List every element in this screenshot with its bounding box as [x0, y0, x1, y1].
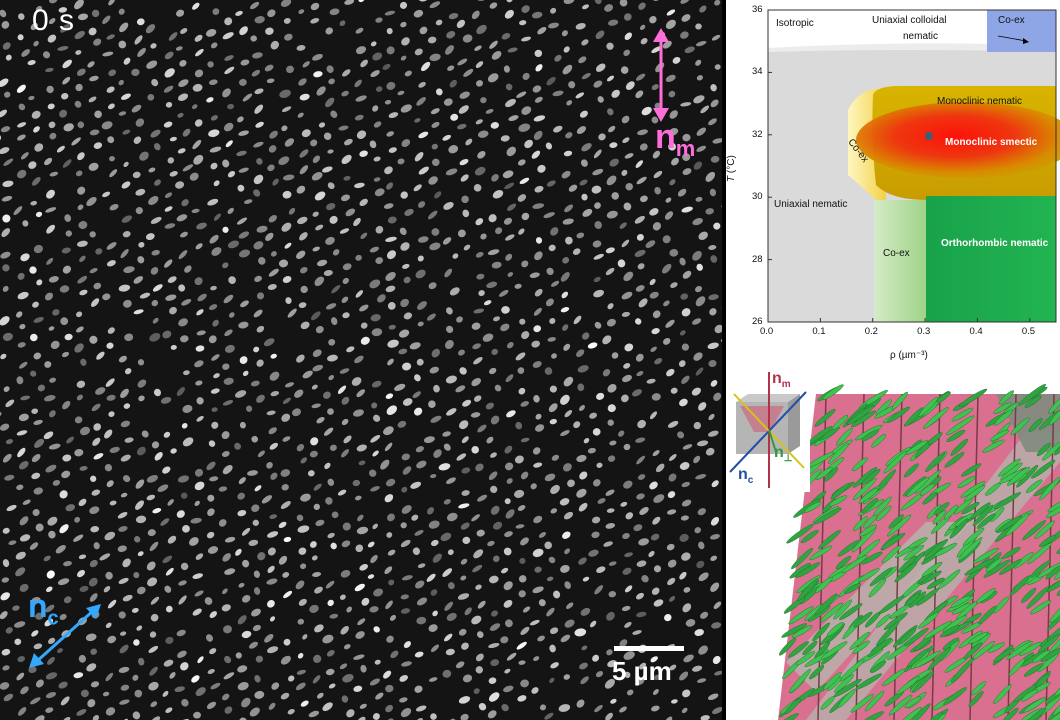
monoclinic-smectic-region	[856, 102, 1060, 178]
y-tick-label: 26	[752, 316, 763, 327]
phase-diagram-plot	[767, 9, 1060, 323]
phase-diagram: Isotropic Uniaxial colloidal nematic Co-…	[726, 0, 1060, 372]
x-axis-title: ρ (µm⁻³)	[890, 350, 928, 361]
label-uniaxial-nematic: Uniaxial nematic	[774, 199, 848, 210]
rod-particles	[777, 384, 1060, 720]
inset-director-perp	[768, 429, 777, 453]
simulation-render	[726, 372, 1060, 720]
x-tick-label: 0.3	[917, 326, 931, 337]
particle-field	[0, 0, 722, 720]
microscopy-image	[0, 0, 722, 720]
y-tick-label: 32	[752, 128, 763, 140]
coex-green-region	[874, 200, 926, 322]
director-c-arrow	[34, 608, 96, 664]
panel-divider	[722, 0, 726, 720]
coex-blue-region	[987, 10, 1056, 52]
label-monoclinic-nematic: Monoclinic nematic	[937, 96, 1023, 107]
x-tick-label: 0.4	[969, 326, 983, 337]
orthorhombic-nematic-region	[926, 196, 1056, 322]
label-monoclinic-smectic: Monoclinic smectic	[945, 137, 1038, 148]
scale-bar	[614, 646, 684, 651]
x-tick-label: 0.0	[760, 326, 774, 337]
y-tick-label: 36	[752, 4, 763, 15]
x-tick-label: 0.5	[1021, 326, 1036, 337]
director-inset	[726, 372, 810, 492]
director-c-label: nc	[28, 588, 59, 630]
scale-bar-label: 5 µm	[612, 656, 672, 686]
y-tick-label: 30	[752, 191, 763, 203]
microscopy-panel: 0 s nm nc 5 µm	[0, 0, 722, 720]
y-tick-label: 34	[752, 66, 763, 78]
sim-director-m-label: nm	[772, 372, 791, 391]
y-axis-title: T (°C)	[726, 155, 737, 182]
x-tick-label: 0.2	[864, 326, 878, 337]
label-isotropic: Isotropic	[776, 18, 814, 29]
state-point-marker	[925, 132, 933, 140]
label-uniaxial-colloidal-1: Uniaxial colloidal	[872, 15, 947, 26]
inset-director-c	[729, 391, 807, 473]
simulation-panel: nm n⊥ nc	[726, 372, 1060, 720]
label-uniaxial-colloidal-2: nematic	[903, 31, 939, 42]
director-m-label: nm	[655, 118, 696, 161]
sim-director-c-label: nc	[738, 466, 754, 487]
sim-director-perp-label: n⊥	[774, 444, 793, 465]
time-label: 0 s	[32, 4, 76, 37]
x-tick-label: 0.1	[812, 326, 826, 337]
label-orthorhombic-nematic: Orthorhombic nematic	[941, 238, 1049, 249]
y-tick-label: 28	[752, 253, 763, 265]
label-coex-top: Co-ex	[998, 15, 1025, 26]
label-coex-bottom: Co-ex	[883, 248, 910, 259]
